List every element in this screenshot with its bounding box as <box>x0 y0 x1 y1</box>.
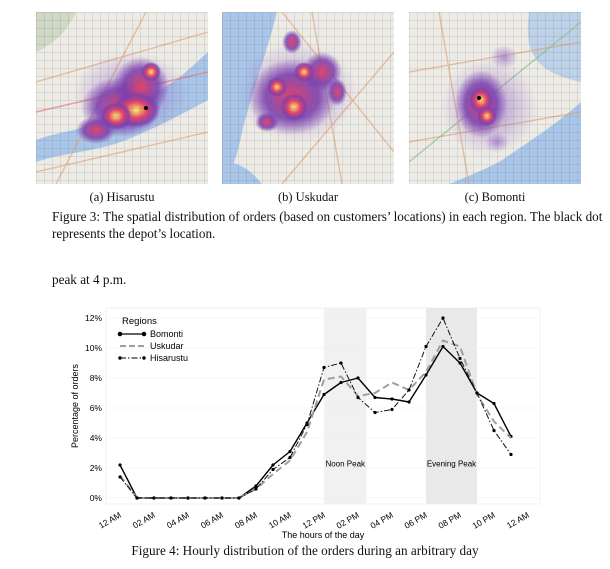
x-tick-label: 08 AM <box>233 510 259 531</box>
data-point-bomonti <box>441 344 445 349</box>
data-point-hisarustu <box>186 496 190 500</box>
hourly-orders-chart: 0% 2% 4% 6% 8% 10% 12% 12 AM 02 AM 04 AM 06 AM 08 … <box>70 307 541 540</box>
data-point-bomonti <box>458 361 462 365</box>
data-point-bomonti <box>390 397 394 401</box>
data-point-bomonti <box>356 376 360 380</box>
x-tick-label: 06 PM <box>403 510 429 531</box>
data-point-bomonti <box>288 449 292 454</box>
data-point-hisarustu <box>441 316 445 320</box>
x-tick-label: 04 PM <box>369 510 395 531</box>
x-tick-label: 10 PM <box>471 510 497 531</box>
y-tick-label: 6% <box>90 403 103 413</box>
data-point-hisarustu <box>424 344 428 349</box>
peak-band-0 <box>324 308 367 504</box>
subcaption-bomonti: (c) Bomonti <box>464 190 526 204</box>
data-point-hisarustu <box>322 365 326 370</box>
x-axis-label: The hours of the day <box>282 530 365 540</box>
body-text: peak at 4 p.m. <box>52 272 127 287</box>
data-point-bomonti <box>322 392 326 397</box>
data-point-hisarustu <box>135 496 139 500</box>
x-tick-label: 12 AM <box>505 510 531 531</box>
data-point-hisarustu <box>305 422 309 427</box>
legend-title: Regions <box>122 316 157 327</box>
x-tick-label: 04 AM <box>165 510 191 531</box>
data-point-bomonti <box>271 463 275 467</box>
data-point-bomonti <box>492 401 496 406</box>
figure4-caption: Figure 4: Hourly distribution of the ord… <box>131 543 479 558</box>
y-tick-label: 4% <box>90 433 103 443</box>
heatmap-bomonti <box>409 12 581 184</box>
data-point-hisarustu <box>288 455 292 460</box>
series-line-uskudar <box>119 339 512 499</box>
data-point-bomonti <box>373 395 377 400</box>
legend-label-bomonti: Bomonti <box>150 329 183 339</box>
legend-label-uskudar: Uskudar <box>150 341 184 351</box>
subcaption-uskudar: (b) Uskudar <box>277 190 339 204</box>
data-point-bomonti <box>407 400 411 404</box>
x-tick-label: 02 AM <box>131 510 157 531</box>
data-point-hisarustu <box>220 496 224 500</box>
x-tick-label: 08 PM <box>437 510 463 531</box>
data-point-hisarustu <box>254 487 258 491</box>
legend-label-hisarustu: Hisarustu <box>150 353 188 363</box>
data-point-hisarustu <box>152 496 156 500</box>
band-label-1: Evening Peak <box>427 460 477 469</box>
data-point-hisarustu <box>390 407 394 412</box>
x-tick-label: 10 AM <box>267 510 293 531</box>
band-label-0: Noon Peak <box>325 460 366 469</box>
data-point-bomonti <box>254 484 258 488</box>
data-point-bomonti <box>339 380 343 385</box>
subcaption-hisarustu: (a) Hisarustu <box>89 190 155 204</box>
y-tick-label: 2% <box>90 463 103 473</box>
data-point-hisarustu <box>492 428 496 433</box>
data-point-hisarustu <box>373 410 377 415</box>
data-point-hisarustu <box>203 496 207 500</box>
x-tick-label: 12 AM <box>97 510 123 531</box>
data-point-hisarustu <box>458 356 462 361</box>
peak-band-1 <box>426 308 477 504</box>
data-point-hisarustu <box>356 395 360 400</box>
data-point-hisarustu <box>118 475 122 479</box>
x-tick-label: 02 PM <box>335 510 361 531</box>
data-point-hisarustu <box>509 452 513 457</box>
y-tick-label: 0% <box>90 493 103 503</box>
y-tick-label: 12% <box>85 313 102 323</box>
y-axis-label: Percentage of orders <box>70 363 80 448</box>
y-tick-label: 10% <box>85 343 102 353</box>
y-tick-label: 8% <box>90 373 103 383</box>
series-line-hisarustu <box>119 317 512 499</box>
series-line-bomonti <box>119 345 512 499</box>
data-point-hisarustu <box>407 388 411 392</box>
data-point-bomonti <box>118 463 122 467</box>
data-point-hisarustu <box>169 496 173 500</box>
figure3-caption: Figure 3: The spatial distribution of or… <box>52 209 603 241</box>
data-point-hisarustu <box>339 361 343 365</box>
data-point-hisarustu <box>271 467 275 472</box>
x-tick-label: 12 PM <box>301 510 327 531</box>
legend: Regions Bomonti Uskudar Hisarustu <box>117 316 188 363</box>
data-point-bomonti <box>424 373 428 377</box>
heatmap-uskudar <box>222 12 394 184</box>
heatmap-hisarustu <box>36 12 208 184</box>
data-point-hisarustu <box>475 391 479 395</box>
x-tick-label: 06 AM <box>199 510 225 531</box>
data-point-hisarustu <box>237 496 241 500</box>
